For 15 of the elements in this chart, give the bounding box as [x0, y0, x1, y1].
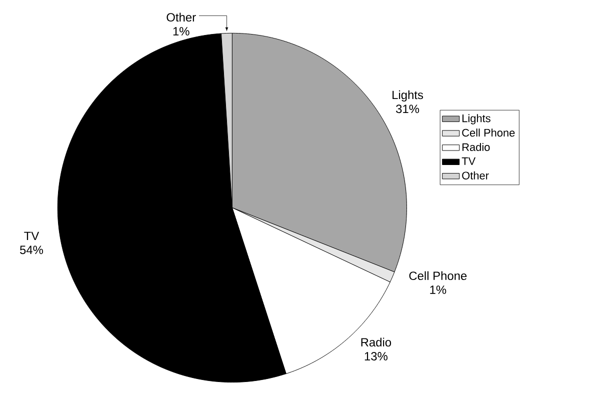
legend-label: Cell Phone	[462, 128, 515, 137]
slice-label: Other	[166, 12, 196, 22]
slice-label: Cell Phone	[409, 271, 467, 280]
data-label: 31%	[396, 104, 420, 114]
data-label: 13%	[364, 352, 388, 361]
legend-label: TV	[462, 158, 476, 166]
legend-label: Radio	[462, 143, 490, 152]
slice-label: Radio	[361, 338, 392, 347]
slice-label: TV	[24, 232, 40, 240]
data-label: 54%	[20, 246, 44, 254]
legend-label: Lights	[462, 114, 490, 124]
data-label: 1%	[173, 27, 190, 36]
data-label: 1%	[430, 286, 446, 294]
slice-label: Lights	[392, 90, 424, 102]
legend-label: Other	[462, 172, 489, 180]
